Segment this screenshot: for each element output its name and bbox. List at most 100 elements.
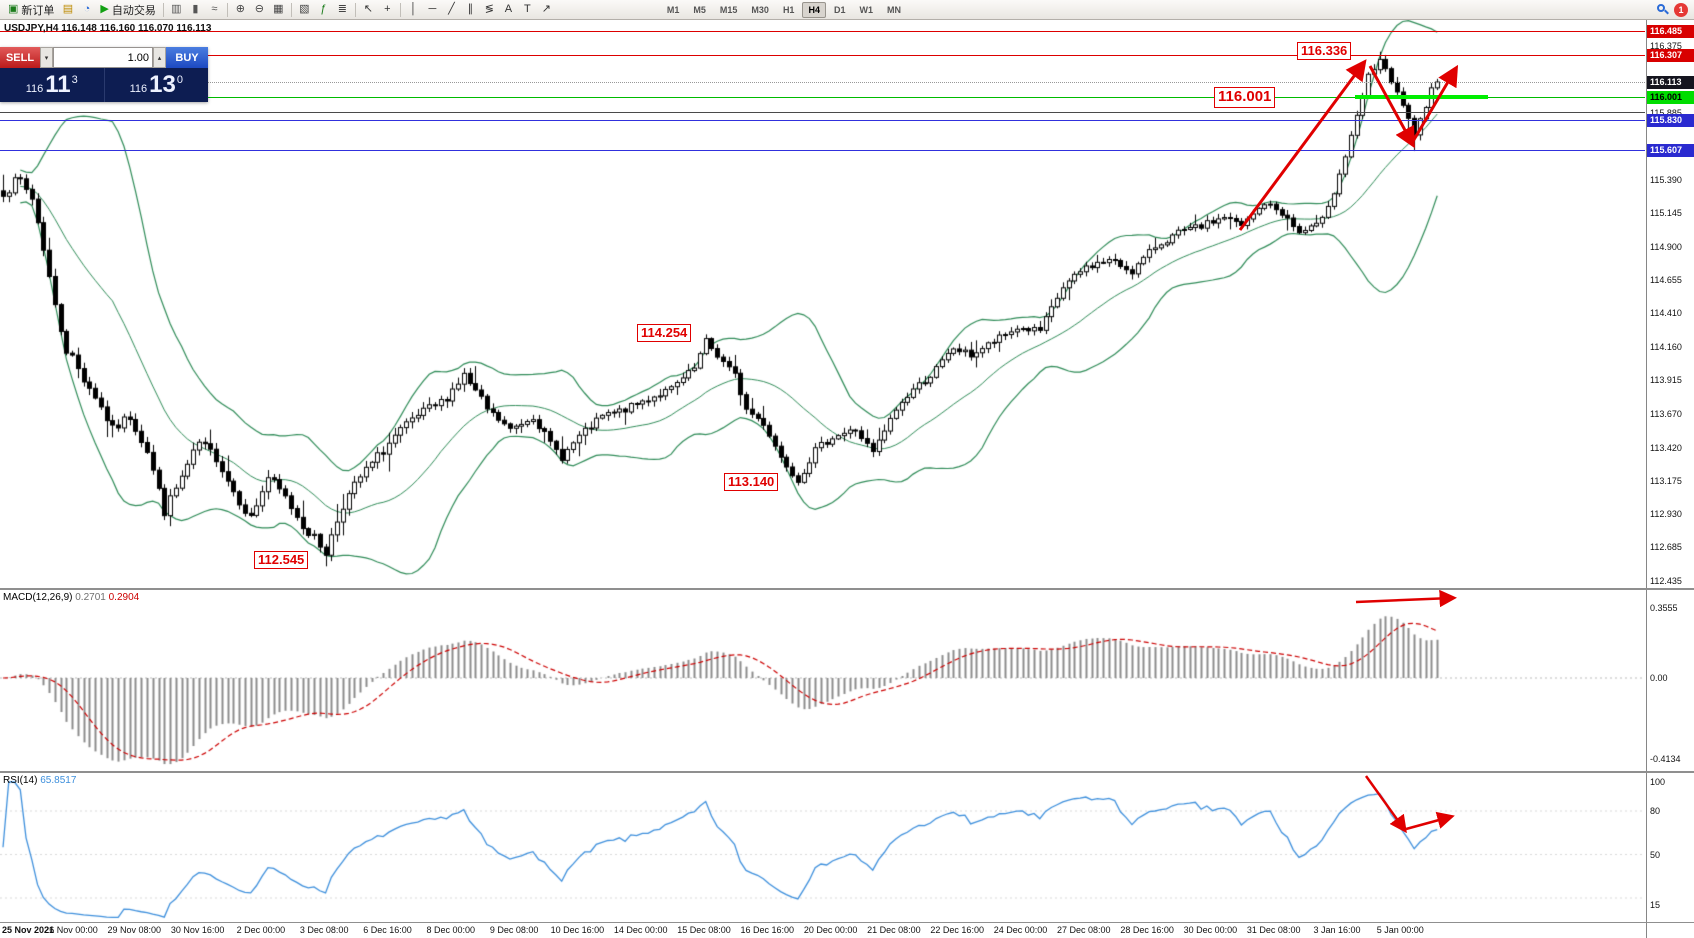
vertical-line-icon[interactable]: │ [404,1,423,19]
toolbar-separator [354,2,356,17]
price-annotation-116.001[interactable]: 116.001 [1214,87,1276,108]
price-annotation-116.336[interactable]: 116.336 [1297,42,1352,61]
autotrading-button-label: 自动交易 [111,4,156,17]
macd-panel-splitter[interactable] [0,588,1694,590]
trade-panel-prices: 116 11 3 116 13 0 [0,68,208,102]
label-icon[interactable]: T [518,1,537,19]
price-annotation-113.140[interactable]: 113.140 [724,473,779,492]
hline-116.307[interactable] [0,55,1645,57]
hline-115.885[interactable] [0,112,1645,114]
zoom-in-icon[interactable]: ⊕ [231,1,250,19]
sell-price[interactable]: 116 11 3 [0,68,104,102]
trendline-icon: ╱ [448,3,455,15]
price-annotation-114.254[interactable]: 114.254 [637,324,692,343]
arrow-tool-icon[interactable]: ↗ [537,1,556,19]
volume-input[interactable] [53,47,153,68]
timeframe-m1-button[interactable]: M1 [666,4,680,15]
rsi-down-arrow [1364,775,1407,834]
fibonacci-icon[interactable]: ≶ [480,1,499,19]
tile-windows-icon[interactable]: ▦ [269,1,288,19]
time-label-18: 28 Dec 16:00 [1120,925,1174,935]
sell-price-prefix: 116 [25,82,44,95]
time-label-21: 3 Jan 16:00 [1313,925,1361,935]
timeframe-h1-button[interactable]: H1 [782,4,795,15]
time-label-15: 22 Dec 16:00 [930,925,984,935]
crosshair-icon[interactable]: + [378,1,397,19]
time-label-1: 26 Nov 00:00 [44,925,98,935]
timeframe-w1-button[interactable]: W1 [859,4,873,15]
timeframe-m30-button[interactable]: M30 [751,4,769,15]
scale-tick-115.390: 115.390 [1650,175,1682,186]
rsi-panel-splitter[interactable] [0,771,1694,773]
volume-increase-button[interactable]: ▴ [153,47,166,68]
refresh-icon[interactable]: ◔ [77,1,96,19]
channel-icon[interactable]: ∥ [461,1,480,19]
cursor-icon[interactable]: ↖ [359,1,378,19]
trendline-icon[interactable]: ╱ [442,1,461,19]
timeframe-mn-button[interactable]: MN [886,4,901,15]
time-axis[interactable]: 25 Nov 2021 26 Nov 00:00 29 Nov 08:00 30 No… [0,923,1646,938]
text-icon[interactable]: A [499,1,518,19]
timeframe-h4-button[interactable]: H4 [802,1,826,18]
price-annotation-112.545[interactable]: 112.545 [254,551,309,570]
sell-button[interactable]: SELL [0,47,40,68]
time-label-2: 29 Nov 08:00 [107,925,162,935]
time-label-9: 10 Dec 16:00 [550,925,605,935]
search-icon[interactable] [1657,3,1669,16]
buy-button[interactable]: BUY [166,47,208,68]
time-label-3: 30 Nov 16:00 [170,925,225,935]
toolbar-separator [290,2,292,17]
scale-tick-112.930: 112.930 [1650,509,1682,520]
main-toolbar: ▣ 新订单 ▤ ◔ ▶ 自动交易 ▥ ▮ ≈ ⊕ ⊖ ▦ ▧ ƒ ≣ ↖ + │ ─ ╱ ∥ ≶ A T ↗ M1 M5 M15 M30… [0,0,1694,20]
time-label-20: 31 Dec 08:00 [1246,925,1301,935]
chart-profiles-icon[interactable]: ▤ [58,1,77,19]
timeframe-m15-button[interactable]: M15 [719,4,738,15]
hline-115.83[interactable] [0,119,1645,121]
templates-icon[interactable]: ▧ [295,1,314,19]
buy-price-big: 13 [149,71,176,98]
macd-tick-0.00: 0.00 [1650,673,1668,683]
hline-116.485[interactable] [0,31,1645,33]
line-chart-icon[interactable]: ≈ [205,1,224,19]
time-label-14: 21 Dec 08:00 [867,925,921,935]
macd-name: MACD(12,26,9) [3,592,73,603]
buy-price[interactable]: 116 13 0 [105,68,209,102]
hline-116.113[interactable] [0,81,1645,83]
candlestick-chart-icon[interactable]: ▮ [186,1,205,19]
macd-signal-value: 0.2904 [108,592,140,603]
new-order-button-label: 新订单 [21,4,55,17]
symbol-ohlc-label: USDJPY,H4 116.148 116.160 116.070 116.11… [4,23,212,34]
timeframe-d1-button[interactable]: D1 [833,4,846,15]
objects-list-icon[interactable]: ≣ [333,1,352,19]
notification-badge[interactable]: 1 [1674,2,1688,17]
macd-main-value: 0.2701 [75,592,106,603]
toolbar-separator [399,2,401,17]
support-line-thick[interactable] [1355,95,1488,100]
pullback-arrow [1368,65,1415,149]
toolbar-right-group: 1 [1657,2,1690,17]
new-order-button[interactable]: ▣ 新订单 [4,1,58,19]
zoom-in-icon: ⊕ [235,3,245,15]
text-icon: A [504,3,513,15]
macd-arrow [1355,589,1457,608]
zoom-out-icon[interactable]: ⊖ [250,1,269,19]
horizontal-line-icon[interactable]: ─ [423,1,442,19]
toolbar-separator [226,2,228,17]
time-label-16: 24 Dec 00:00 [993,925,1048,935]
volume-decrease-button[interactable]: ▾ [40,47,53,68]
toolbar-separator [162,2,164,17]
timeframe-m5-button[interactable]: M5 [693,4,706,15]
time-label-17: 27 Dec 08:00 [1057,925,1111,935]
trade-panel-controls: SELL ▾ ▴ BUY [0,47,208,68]
price-scale[interactable]: 116.375 115.885 115.390 115.145 114.900 114.6… [1646,20,1694,938]
hline-115.607[interactable] [0,150,1645,152]
indicators-icon[interactable]: ƒ [314,1,333,19]
autotrading-button[interactable]: ▶ 自动交易 [96,1,159,19]
hline-116.001[interactable] [0,96,1645,98]
scale-badge-116.113: 116.113 [1647,75,1694,89]
bar-chart-icon[interactable]: ▥ [167,1,186,19]
refresh-icon: ◔ [83,3,91,15]
rsi-tick-15: 15 [1650,900,1661,911]
